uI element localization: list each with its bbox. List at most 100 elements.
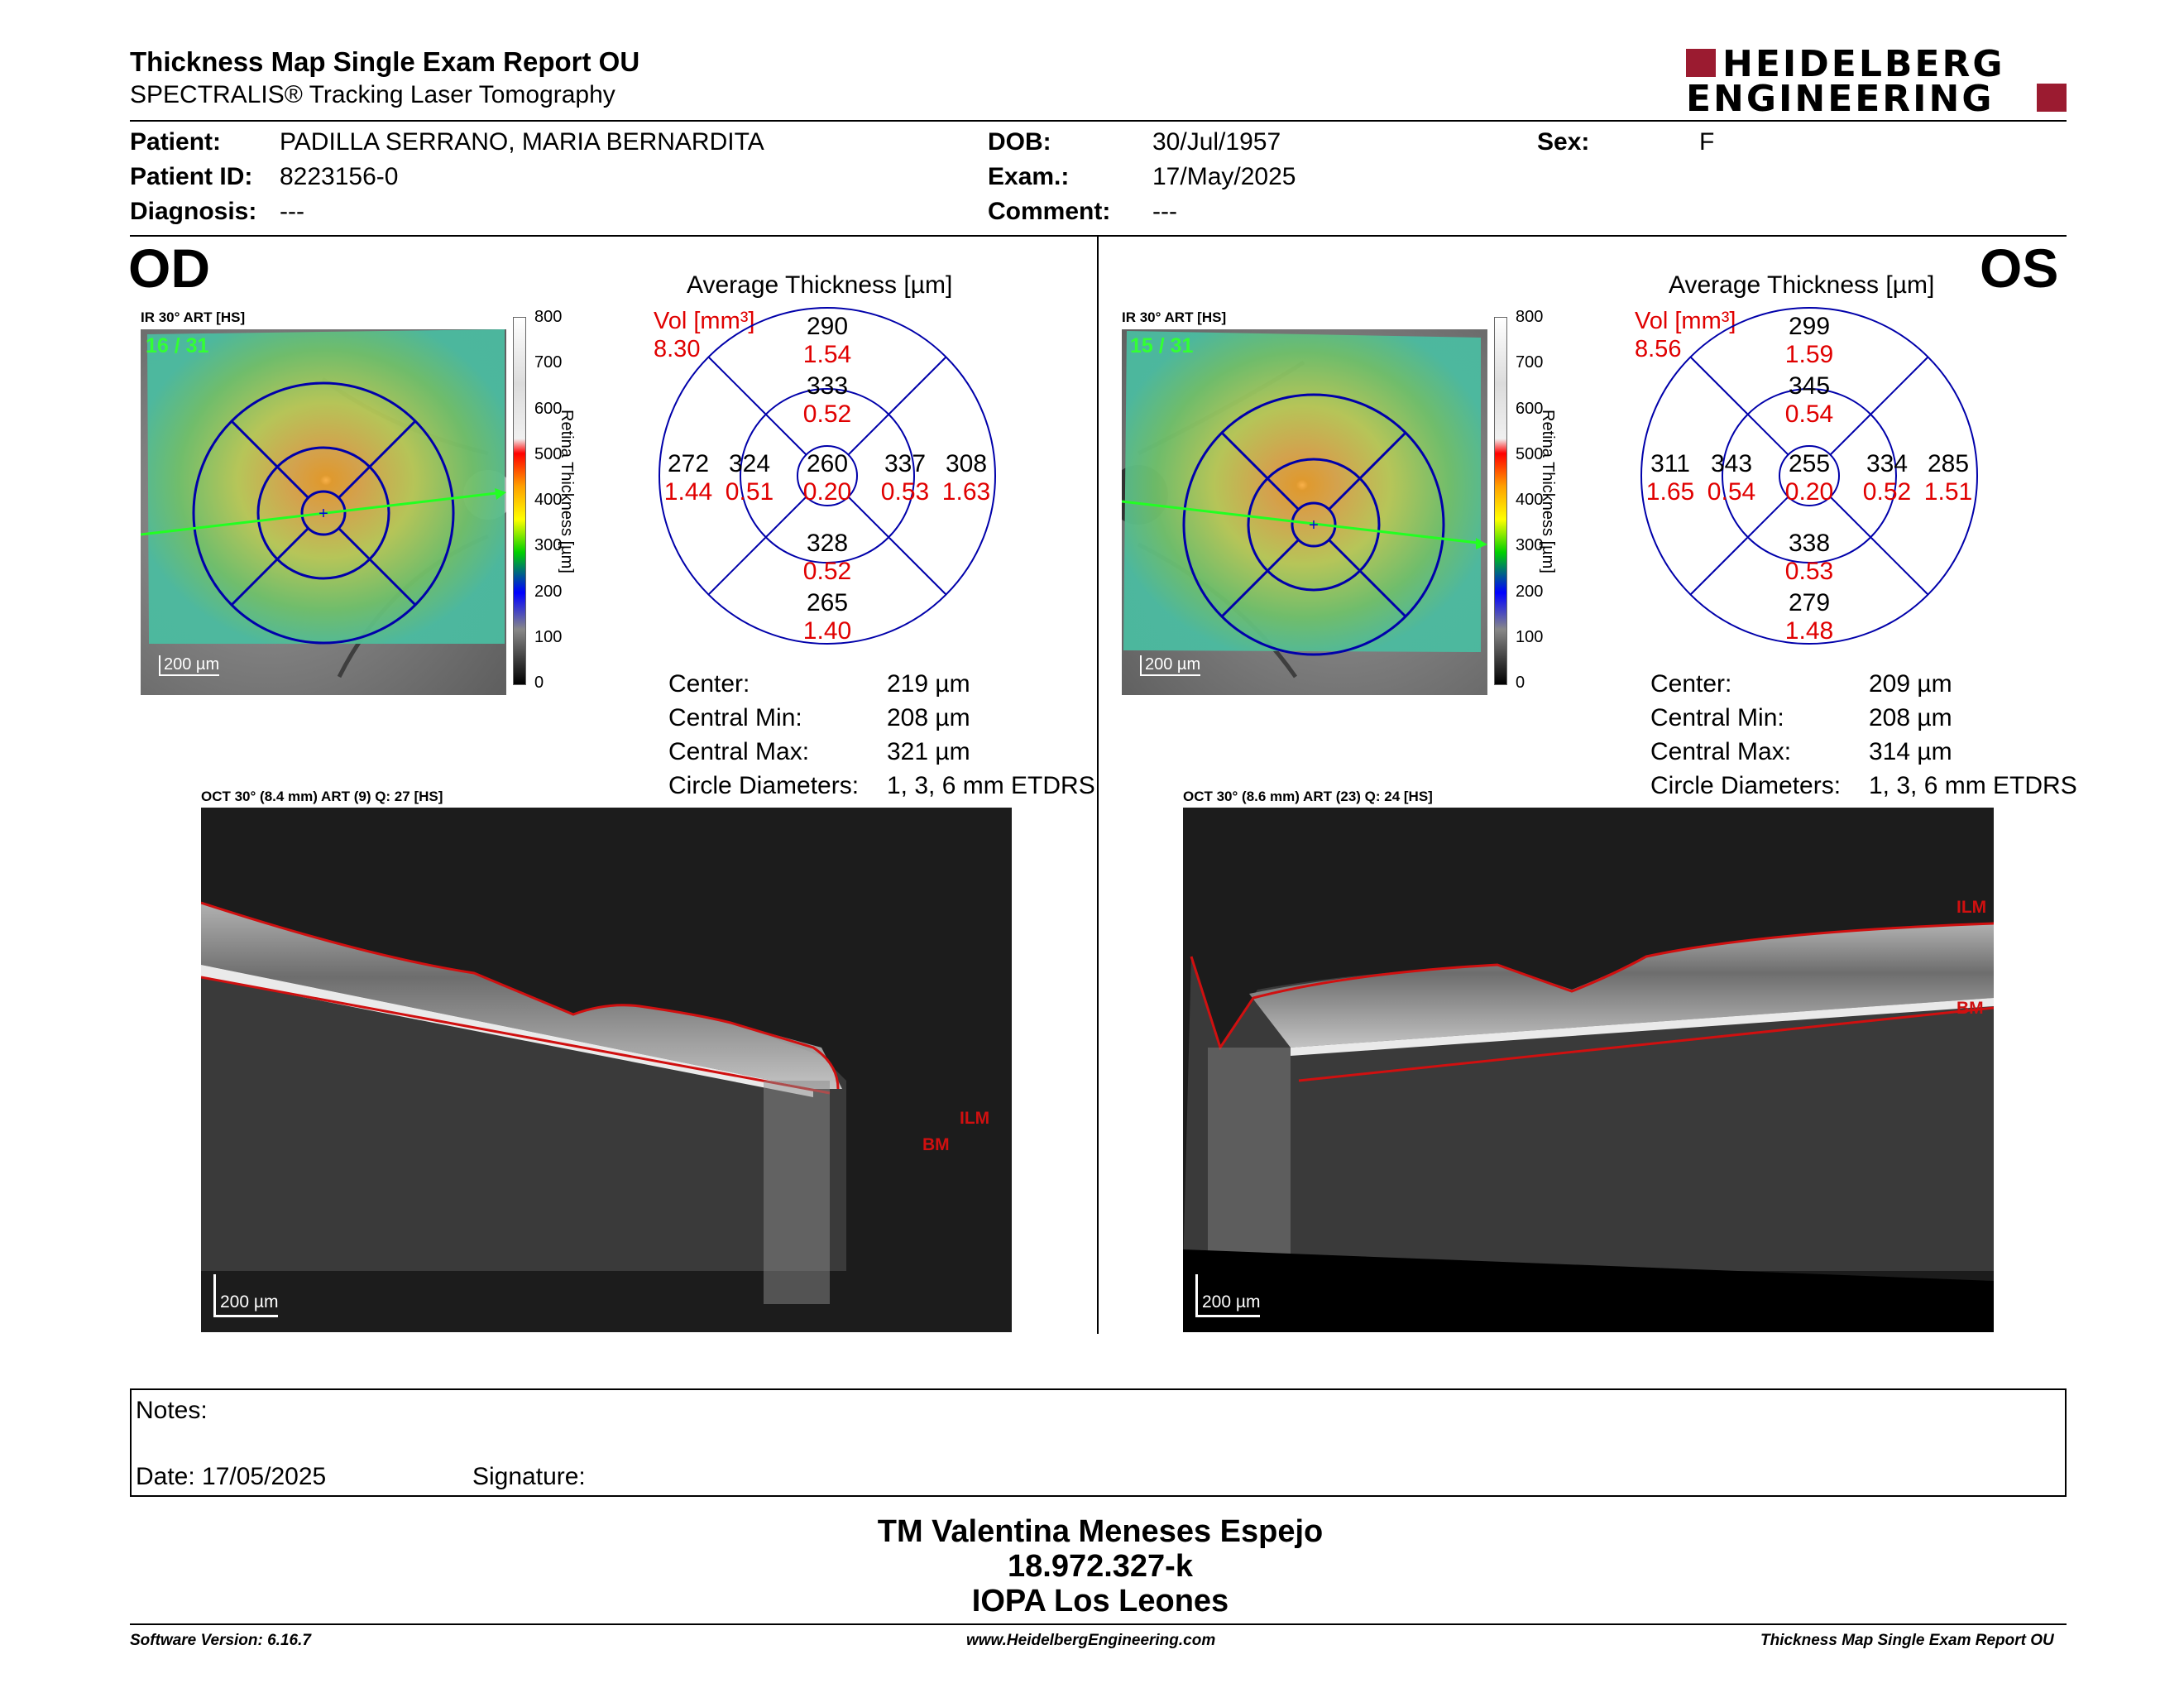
od-frame-counter: 16 / 31: [146, 334, 209, 357]
os-scale-tick: 800: [1516, 308, 1544, 326]
os-sector-center: 255 0.20: [1784, 450, 1834, 506]
os-scale-tick: 400: [1516, 491, 1544, 509]
os-eye-label: OS: [1980, 237, 2059, 299]
diagnosis-value: ---: [280, 198, 304, 225]
od-sector-outer-superior: 290 1.54: [802, 313, 852, 368]
os-stat-value: 1, 3, 6 mm ETDRS: [1869, 772, 2077, 799]
os-sector-outer-temporal: 311 1.65: [1645, 450, 1695, 506]
exam-label: Exam.:: [988, 163, 1070, 190]
os-scale-tick: 0: [1516, 674, 1525, 692]
os-scale-tick: 600: [1516, 400, 1544, 418]
od-sector-inner-temporal: 324 0.51: [725, 450, 774, 506]
od-scale-tick: 0: [534, 674, 544, 692]
od-vol-value: 8.30: [654, 336, 701, 362]
os-sector-outer-nasal: 285 1.51: [1923, 450, 1973, 506]
heidelberg-logo: HEIDELBERG ENGINEERING: [1686, 43, 2067, 120]
os-avg-thickness-title: Average Thickness [µm]: [1669, 271, 1935, 299]
od-stat-label: Center:: [668, 670, 750, 698]
diagnosis-label: Diagnosis:: [130, 198, 257, 225]
notes-date: Date: 17/05/2025: [136, 1463, 327, 1490]
od-thickness-scale-bar: [513, 317, 526, 685]
os-stat-value: 208 µm: [1869, 704, 1952, 731]
od-scale-title: Retina Thickness [µm]: [558, 410, 576, 573]
od-etdrs-grid: [659, 307, 996, 645]
svg-text:+: +: [1309, 516, 1319, 535]
comment-label: Comment:: [988, 198, 1111, 225]
os-sector-outer-inferior: 279 1.48: [1784, 589, 1834, 645]
logo-text-top: HEIDELBERG: [1722, 43, 2005, 85]
os-scale-tick: 500: [1516, 445, 1544, 463]
notes-label: Notes:: [136, 1397, 208, 1424]
os-scale-tick: 300: [1516, 536, 1544, 554]
patient-name: PADILLA SERRANO, MARIA BERNARDITA: [280, 128, 764, 156]
logo-square-top: [1686, 49, 1716, 77]
footer-website[interactable]: www.HeidelbergEngineering.com: [966, 1632, 1216, 1649]
os-stat-value: 209 µm: [1869, 670, 1952, 698]
od-oct-bscan: [201, 808, 1012, 1332]
notes-box[interactable]: Notes: Date: 17/05/2025 Signature:: [130, 1388, 2067, 1497]
os-oct-scalebar: 200 µm: [1195, 1274, 1261, 1317]
os-scale-tick: 200: [1516, 583, 1544, 601]
od-sector-inner-inferior: 328 0.52: [802, 530, 852, 585]
svg-text:+: +: [318, 505, 328, 523]
header-rule: [130, 120, 2067, 122]
os-ir-thickness-map: +: [1122, 329, 1487, 695]
os-stat-label: Central Max:: [1650, 738, 1792, 765]
os-scale-tick: 700: [1516, 353, 1544, 372]
report-title: Thickness Map Single Exam Report OU: [130, 46, 640, 77]
od-scale-tick: 500: [534, 445, 563, 463]
od-ilm-label: ILM: [960, 1109, 990, 1128]
od-oct-scalebar: 200 µm: [213, 1274, 279, 1317]
od-eye-label: OD: [128, 237, 210, 299]
os-stat-label: Center:: [1650, 670, 1732, 698]
od-bm-label: BM: [922, 1135, 950, 1154]
od-ir-thickness-map: +: [141, 329, 506, 695]
os-oct-bscan: [1183, 808, 1994, 1332]
footer-software: Software Version: 6.16.7: [130, 1632, 311, 1649]
od-ir-label: IR 30° ART [HS]: [141, 309, 246, 325]
od-sector-inner-superior: 333 0.52: [802, 372, 852, 428]
os-sector-inner-nasal: 334 0.52: [1862, 450, 1912, 506]
od-sector-outer-inferior: 265 1.40: [802, 589, 852, 645]
od-scale-tick: 700: [534, 353, 563, 372]
od-avg-thickness-title: Average Thickness [µm]: [687, 271, 953, 299]
footer-rule: [130, 1623, 2067, 1625]
od-scale-tick: 200: [534, 583, 563, 601]
os-ilm-label: ILM: [1956, 898, 1987, 917]
od-stat-value: 208 µm: [887, 704, 970, 731]
od-oct-label: OCT 30° (8.4 mm) ART (9) Q: 27 [HS]: [201, 789, 443, 804]
os-sector-inner-superior: 345 0.54: [1784, 372, 1834, 428]
os-stat-label: Central Min:: [1650, 704, 1784, 731]
os-ir-scalebar: 200 µm: [1140, 655, 1201, 676]
os-scale-title: Retina Thickness [µm]: [1539, 410, 1557, 573]
os-frame-counter: 15 / 31: [1130, 334, 1194, 357]
od-stat-label: Circle Diameters:: [668, 772, 860, 799]
signoff-name: TM Valentina Meneses Espejo: [877, 1514, 1324, 1549]
os-sector-inner-inferior: 338 0.53: [1784, 530, 1834, 585]
od-stat-value: 321 µm: [887, 738, 970, 765]
logo-text-bottom: ENGINEERING: [1686, 78, 1995, 120]
od-scale-tick: 800: [534, 308, 563, 326]
footer-report-name: Thickness Map Single Exam Report OU: [1760, 1632, 2054, 1649]
patient-label: Patient:: [130, 128, 222, 156]
os-vol-value: 8.56: [1635, 336, 1682, 362]
os-ir-label: IR 30° ART [HS]: [1122, 309, 1227, 325]
os-bm-label: BM: [1956, 999, 1984, 1018]
patient-id-label: Patient ID:: [130, 163, 253, 190]
od-stat-value: 1, 3, 6 mm ETDRS: [887, 772, 1095, 799]
sex-label: Sex:: [1537, 128, 1590, 156]
os-thickness-scale-bar: [1494, 317, 1507, 685]
signoff-id: 18.972.327-k: [1008, 1549, 1193, 1584]
report-subtitle: SPECTRALIS® Tracking Laser Tomography: [130, 81, 615, 108]
patient-id: 8223156-0: [280, 163, 399, 190]
signoff-clinic: IOPA Los Leones: [971, 1584, 1229, 1618]
os-vol-label: Vol [mm³]: [1635, 308, 1736, 334]
od-stat-label: Central Min:: [668, 704, 802, 731]
os-etdrs-grid: [1640, 307, 1978, 645]
od-stat-value: 219 µm: [887, 670, 970, 698]
od-stat-label: Central Max:: [668, 738, 810, 765]
os-scale-tick: 100: [1516, 628, 1544, 646]
center-divider: [1097, 237, 1099, 1334]
od-scale-tick: 300: [534, 536, 563, 554]
od-sector-inner-nasal: 337 0.53: [880, 450, 930, 506]
